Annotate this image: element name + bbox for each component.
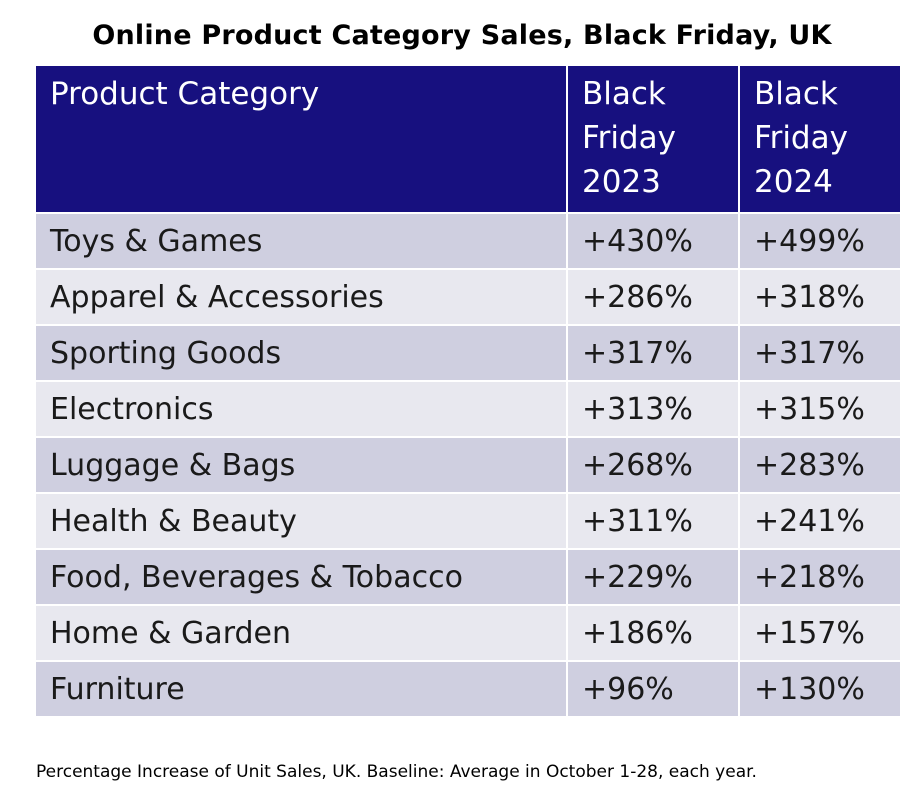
- category-cell: Sporting Goods: [34, 324, 568, 382]
- table-row: Electronics +313% +315%: [34, 380, 902, 438]
- value-2023-cell: +186%: [566, 604, 740, 662]
- header-line: Black: [754, 76, 838, 112]
- category-cell: Toys & Games: [34, 212, 568, 270]
- value-2024-cell: +157%: [738, 604, 902, 662]
- value-2023-cell: +430%: [566, 212, 740, 270]
- table-row: Food, Beverages & Tobacco +229% +218%: [34, 548, 902, 606]
- sales-table: Product Category Black Friday 2023 Black…: [34, 64, 902, 718]
- header-line: Friday: [582, 120, 676, 156]
- category-cell: Furniture: [34, 660, 568, 718]
- header-line: Friday: [754, 120, 848, 156]
- header-line: Product Category: [50, 76, 320, 112]
- value-2023-cell: +317%: [566, 324, 740, 382]
- category-cell: Home & Garden: [34, 604, 568, 662]
- footnote: Percentage Increase of Unit Sales, UK. B…: [36, 762, 757, 782]
- category-cell: Food, Beverages & Tobacco: [34, 548, 568, 606]
- table-row: Apparel & Accessories +286% +318%: [34, 268, 902, 326]
- value-2023-cell: +229%: [566, 548, 740, 606]
- value-2024-cell: +241%: [738, 492, 902, 550]
- header-product-category: Product Category: [34, 64, 568, 214]
- category-cell: Apparel & Accessories: [34, 268, 568, 326]
- table-row: Toys & Games +430% +499%: [34, 212, 902, 270]
- category-cell: Electronics: [34, 380, 568, 438]
- table-row: Home & Garden +186% +157%: [34, 604, 902, 662]
- table-row: Furniture +96% +130%: [34, 660, 902, 718]
- chart-title: Online Product Category Sales, Black Fri…: [92, 20, 832, 51]
- header-line: 2023: [582, 164, 661, 200]
- value-2024-cell: +315%: [738, 380, 902, 438]
- value-2023-cell: +268%: [566, 436, 740, 494]
- table-body: Toys & Games +430% +499% Apparel & Accessor…: [34, 212, 902, 718]
- value-2024-cell: +130%: [738, 660, 902, 718]
- value-2023-cell: +311%: [566, 492, 740, 550]
- value-2024-cell: +218%: [738, 548, 902, 606]
- header-black-friday-2024: Black Friday 2024: [738, 64, 902, 214]
- table-row: Sporting Goods +317% +317%: [34, 324, 902, 382]
- header-line: Black: [582, 76, 666, 112]
- header-line: 2024: [754, 164, 833, 200]
- category-cell: Health & Beauty: [34, 492, 568, 550]
- value-2024-cell: +499%: [738, 212, 902, 270]
- value-2024-cell: +318%: [738, 268, 902, 326]
- table-header-row: Product Category Black Friday 2023 Black…: [34, 64, 902, 214]
- value-2023-cell: +96%: [566, 660, 740, 718]
- value-2023-cell: +286%: [566, 268, 740, 326]
- value-2024-cell: +283%: [738, 436, 902, 494]
- category-cell: Luggage & Bags: [34, 436, 568, 494]
- value-2023-cell: +313%: [566, 380, 740, 438]
- table-row: Luggage & Bags +268% +283%: [34, 436, 902, 494]
- table-row: Health & Beauty +311% +241%: [34, 492, 902, 550]
- header-black-friday-2023: Black Friday 2023: [566, 64, 740, 214]
- value-2024-cell: +317%: [738, 324, 902, 382]
